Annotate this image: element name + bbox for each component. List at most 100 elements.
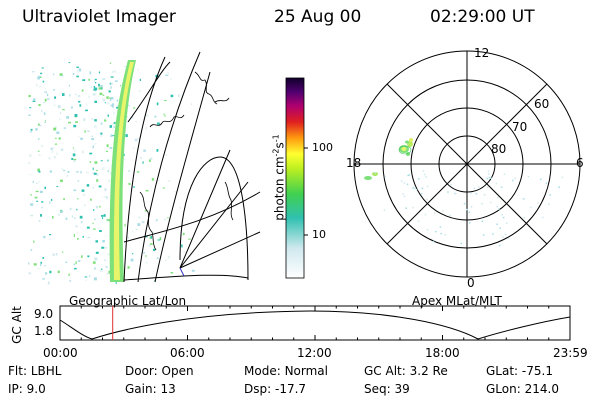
speckle	[133, 186, 136, 188]
speckle	[91, 135, 93, 137]
speckle	[63, 127, 67, 129]
speckle	[100, 160, 103, 162]
speckle	[139, 217, 141, 219]
speckle	[80, 170, 83, 174]
speckle	[135, 228, 138, 231]
speckle	[28, 94, 31, 98]
speckle	[68, 84, 70, 87]
speckle	[152, 248, 156, 252]
speckle	[473, 187, 476, 189]
speckle	[69, 279, 72, 282]
speckle	[426, 185, 429, 188]
speckle	[91, 137, 94, 141]
speckle	[92, 187, 94, 189]
info-gc-alt: GC Alt: 3.2 Re	[364, 364, 448, 378]
speckle	[44, 186, 47, 190]
speckle	[42, 278, 45, 280]
speckle	[408, 174, 410, 176]
speckle	[74, 217, 76, 219]
speckle	[109, 62, 112, 65]
speckle	[93, 172, 97, 175]
speckle	[154, 115, 157, 118]
geo-grid-line	[123, 56, 166, 283]
speckle	[48, 201, 51, 204]
speckle	[93, 85, 96, 88]
speckle	[28, 272, 31, 275]
speckle	[523, 198, 525, 200]
speckle	[55, 137, 57, 139]
speckle	[106, 89, 108, 91]
speckle	[113, 122, 116, 124]
speckle	[78, 100, 81, 103]
speckle	[400, 180, 403, 182]
speckle	[75, 225, 78, 228]
mlt-meridian	[386, 83, 548, 245]
speckle	[65, 261, 68, 264]
speckle	[40, 72, 43, 75]
speckle	[486, 186, 489, 188]
speckle	[135, 120, 137, 123]
speckle	[108, 97, 111, 99]
speckle	[537, 202, 539, 204]
mlt-label-bottom: 0	[467, 276, 475, 290]
speckle	[46, 93, 49, 97]
speckle	[102, 94, 105, 96]
speckle	[68, 273, 70, 276]
speckle	[54, 143, 58, 145]
speckle	[124, 223, 126, 227]
speckle	[109, 98, 112, 101]
speckle	[74, 267, 77, 270]
speckle	[561, 176, 564, 179]
speckle	[78, 68, 82, 72]
speckle	[94, 257, 98, 261]
speckle	[38, 138, 40, 140]
speckle	[407, 174, 409, 177]
speckle	[174, 191, 177, 193]
speckle	[71, 157, 74, 160]
speckle	[155, 218, 158, 222]
speckle	[41, 109, 43, 113]
speckle	[406, 183, 409, 186]
speckle	[35, 83, 38, 87]
speckle	[38, 220, 41, 222]
speckle	[58, 137, 61, 140]
speckle	[133, 107, 136, 109]
speckle	[502, 236, 504, 238]
speckle	[107, 170, 109, 173]
speckle	[93, 209, 95, 211]
speckle	[38, 170, 41, 173]
speckle	[110, 76, 114, 78]
speckle	[455, 192, 457, 195]
speckle	[104, 102, 107, 104]
speckle	[167, 217, 169, 219]
speckle	[101, 214, 104, 217]
speckle	[106, 273, 109, 275]
speckle	[415, 188, 418, 191]
speckle	[417, 220, 420, 223]
speckle	[37, 76, 40, 80]
speckle	[66, 175, 68, 177]
speckle	[94, 125, 97, 128]
info-flt: Flt: LBHL	[8, 364, 62, 378]
speckle	[424, 213, 427, 216]
speckle	[57, 213, 61, 216]
speckle	[108, 179, 111, 182]
speckle	[158, 179, 160, 182]
speckle	[102, 97, 104, 101]
speckle	[69, 207, 72, 211]
speckle	[43, 112, 46, 115]
speckle	[29, 131, 32, 133]
speckle	[37, 268, 41, 270]
speckle	[149, 157, 153, 160]
speckle	[54, 96, 57, 99]
speckle	[131, 230, 134, 233]
speckle	[426, 198, 428, 201]
speckle	[37, 168, 40, 172]
speckle	[89, 161, 92, 163]
speckle	[145, 114, 149, 117]
speckle	[80, 137, 83, 140]
speckle	[38, 104, 41, 107]
speckle	[86, 184, 90, 187]
speckle	[41, 206, 44, 209]
speckle	[98, 71, 101, 74]
